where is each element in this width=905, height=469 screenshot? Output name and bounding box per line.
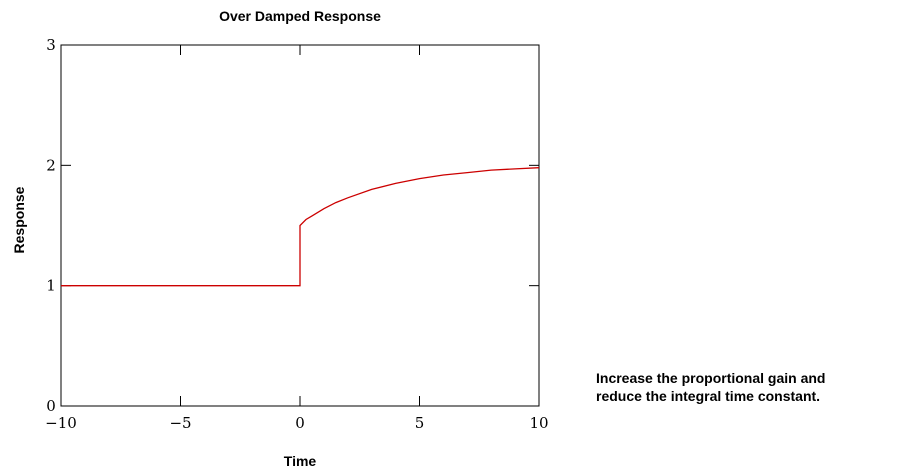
y-tick-label: 0: [46, 397, 56, 415]
x-tick-label: 5: [415, 414, 425, 432]
x-tick-label: 10: [529, 414, 548, 432]
x-axis-label: Time: [283, 453, 317, 469]
x-tick-label: −5: [169, 414, 191, 432]
y-tick-label: 2: [46, 156, 56, 174]
y-tick-label: 3: [46, 36, 56, 54]
annotation-text: Increase the proportional gain and reduc…: [596, 369, 901, 405]
chart-title: Over Damped Response: [219, 8, 381, 24]
annotation-line-2: reduce the integral time constant.: [596, 388, 821, 404]
y-tick-label: 1: [46, 277, 56, 295]
x-tick-label: −10: [45, 414, 77, 432]
x-tick-label: 0: [295, 414, 305, 432]
annotation-line-1: Increase the proportional gain and: [596, 370, 826, 386]
response-line: [61, 167, 540, 287]
